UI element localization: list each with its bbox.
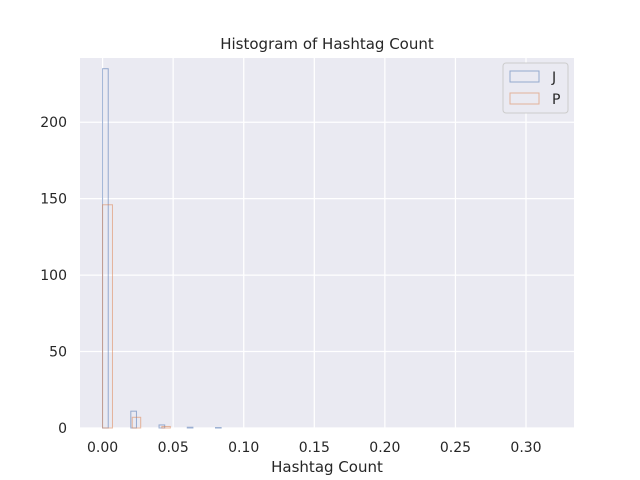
histogram-bar-j <box>186 426 194 429</box>
plot-background <box>80 58 574 428</box>
legend-label-j: J <box>551 70 556 86</box>
histogram-bars <box>102 68 222 429</box>
y-tick-label: 150 <box>40 192 67 208</box>
x-tick-label: 0.30 <box>510 440 541 456</box>
x-tick-label: 0.15 <box>299 440 330 456</box>
x-tick-label: 0.25 <box>440 440 471 456</box>
histogram-bar-p <box>161 425 171 429</box>
grid-lines <box>80 58 574 429</box>
legend: J P <box>502 62 569 114</box>
y-tick-label: 50 <box>49 345 67 361</box>
y-axis-ticks: 0 50 100 150 200 <box>40 115 67 437</box>
legend-label-p: P <box>552 92 560 108</box>
histogram-bar-p <box>102 204 113 429</box>
legend-swatch-p <box>509 92 540 105</box>
y-tick-label: 200 <box>40 115 67 131</box>
y-tick-label: 0 <box>58 421 67 437</box>
x-axis-label: Hashtag Count <box>271 458 383 476</box>
legend-box <box>502 62 569 114</box>
legend-swatch-j <box>509 70 540 83</box>
y-tick-label: 100 <box>40 268 67 284</box>
x-axis-ticks: 0.00 0.05 0.10 0.15 0.20 0.25 0.30 <box>87 440 542 456</box>
histogram-bar-p <box>131 416 142 429</box>
chart-title: Histogram of Hashtag Count <box>220 35 434 53</box>
x-tick-label: 0.20 <box>369 440 400 456</box>
histogram-bar-j <box>214 427 222 429</box>
x-tick-label: 0.05 <box>158 440 189 456</box>
x-tick-label: 0.10 <box>228 440 259 456</box>
x-tick-label: 0.00 <box>87 440 118 456</box>
